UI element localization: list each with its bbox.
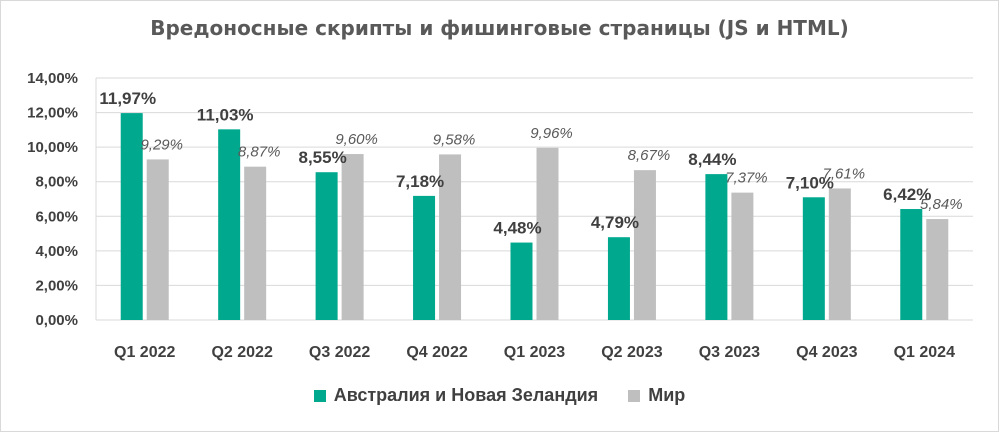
chart-legend: Австралия и Новая Зеландия Мир	[0, 385, 999, 406]
data-label-series-b: 9,96%	[530, 125, 573, 142]
bar-series-a	[705, 174, 728, 320]
bar-series-b	[633, 170, 656, 320]
bar-series-a	[120, 113, 143, 320]
data-label-series-b: 8,87%	[238, 144, 281, 161]
legend-label-series-a: Австралия и Новая Зеландия	[333, 385, 599, 405]
x-category-label: Q1 2024	[894, 344, 955, 361]
bar-series-b	[828, 188, 851, 320]
legend-label-series-b: Мир	[648, 385, 686, 405]
bar-series-b	[439, 154, 462, 320]
bar-series-b	[926, 219, 949, 320]
bar-series-b	[731, 192, 754, 320]
x-category-label: Q2 2022	[211, 344, 272, 361]
x-category-label: Q4 2022	[406, 344, 467, 361]
bar-series-a	[218, 129, 241, 320]
bar-series-b	[244, 166, 267, 320]
data-label-series-b: 7,37%	[725, 170, 768, 187]
bar-series-a	[900, 209, 923, 320]
y-tick-label: 14,00%	[27, 70, 78, 87]
legend-item-series-b: Мир	[628, 385, 685, 406]
data-label-series-b: 9,29%	[140, 136, 183, 153]
y-tick-label: 10,00%	[27, 139, 78, 156]
bar-series-a	[413, 195, 436, 320]
bar-series-b	[536, 147, 559, 320]
y-tick-label: 12,00%	[27, 105, 78, 122]
data-label-series-b: 9,60%	[335, 131, 378, 148]
x-category-label: Q1 2023	[504, 344, 565, 361]
y-tick-label: 6,00%	[35, 208, 78, 225]
legend-item-series-a: Австралия и Новая Зеландия	[313, 385, 599, 406]
y-tick-label: 8,00%	[35, 174, 78, 191]
x-category-label: Q3 2023	[699, 344, 760, 361]
data-label-series-a: 4,79%	[591, 213, 639, 232]
data-label-series-b: 5,84%	[920, 196, 963, 213]
bar-series-a	[607, 237, 630, 320]
data-label-series-a: 7,18%	[396, 172, 444, 191]
data-label-series-a: 8,44%	[688, 150, 736, 169]
data-label-series-b: 9,58%	[433, 131, 476, 148]
data-label-series-b: 8,67%	[628, 147, 671, 164]
data-label-series-a: 6,42%	[883, 185, 931, 204]
data-label-series-a: 7,10%	[786, 173, 834, 192]
data-label-series-b: 7,61%	[823, 165, 866, 182]
x-category-label: Q4 2023	[796, 344, 857, 361]
y-tick-label: 0,00%	[35, 312, 78, 329]
data-label-series-a: 11,03%	[197, 105, 254, 124]
legend-swatch-series-a	[313, 389, 326, 402]
data-label-series-a: 8,55%	[299, 148, 347, 167]
y-tick-label: 2,00%	[35, 277, 78, 294]
x-category-label: Q3 2022	[309, 344, 370, 361]
bar-series-a	[315, 172, 338, 320]
bar-series-a	[802, 197, 825, 320]
x-category-label: Q2 2023	[601, 344, 662, 361]
chart-title: Вредоносные скрипты и фишинговые страниц…	[150, 16, 849, 40]
y-tick-label: 4,00%	[35, 243, 78, 260]
bar-series-b	[341, 154, 364, 320]
legend-swatch-series-b	[628, 389, 641, 402]
bar-series-b	[146, 159, 169, 320]
x-category-label: Q1 2022	[114, 344, 175, 361]
data-label-series-a: 11,97%	[99, 89, 156, 108]
bar-series-a	[510, 242, 533, 320]
data-label-series-a: 4,48%	[493, 219, 541, 238]
